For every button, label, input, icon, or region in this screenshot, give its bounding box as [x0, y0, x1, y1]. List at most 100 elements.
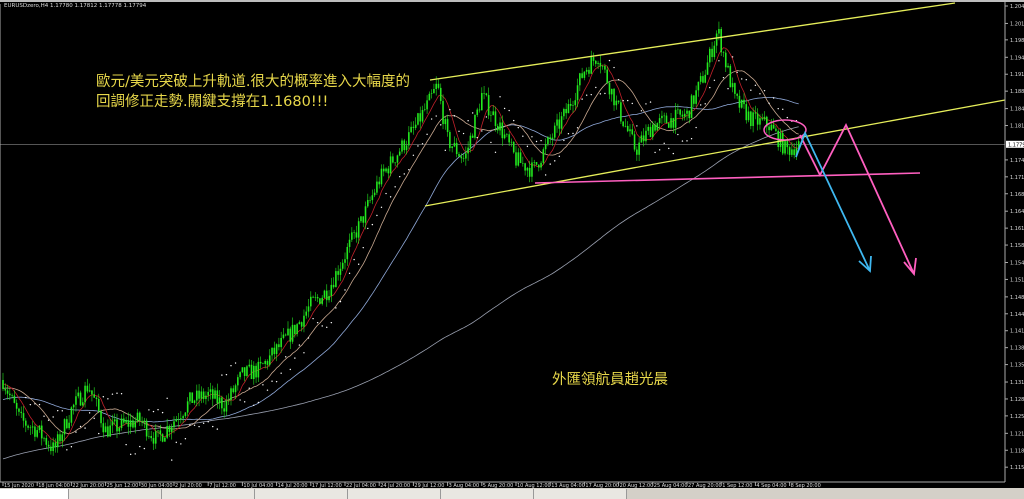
chart-tab[interactable] — [162, 489, 255, 499]
candle-body — [77, 392, 80, 397]
candle-body — [442, 100, 444, 125]
candle-body — [597, 62, 599, 64]
sar-dot — [654, 151, 656, 154]
sar-dot — [152, 410, 155, 413]
y-tick-label: 1.15830 — [1010, 243, 1024, 249]
chart-tab[interactable] — [348, 489, 441, 499]
price-chart[interactable]: 1.20490 1.20150 1.19830 1.19490 1.19160 1.188… — [0, 0, 1024, 488]
candle-body — [601, 65, 604, 67]
candle-body — [419, 113, 422, 122]
sar-dot — [202, 422, 205, 424]
sar-dot — [271, 380, 273, 382]
ma-long-line — [2, 126, 799, 460]
sar-dot — [736, 71, 738, 74]
sar-dot — [622, 100, 624, 102]
sar-dot — [111, 393, 114, 395]
candle-body — [278, 344, 280, 348]
chart-tabs — [0, 488, 1024, 499]
candle-body — [341, 262, 344, 269]
sar-dot — [34, 403, 36, 405]
candle-body — [161, 434, 164, 442]
y-tick-label: 1.16830 — [1010, 192, 1024, 198]
candle-body — [139, 412, 141, 421]
chart-tab[interactable] — [441, 489, 534, 499]
candle-body — [410, 126, 412, 133]
sar-dot — [257, 401, 260, 404]
candle-body — [34, 426, 36, 437]
candle-body — [387, 168, 390, 174]
sar-dot — [640, 110, 643, 112]
candle-body — [182, 416, 184, 419]
y-tick-label: 1.19160 — [1010, 72, 1024, 78]
candle-body — [175, 419, 178, 422]
sar-dot — [184, 438, 187, 440]
candle-body — [291, 324, 294, 342]
sar-dot — [467, 120, 469, 122]
candle-body — [61, 434, 64, 442]
candle-body — [490, 115, 492, 116]
x-tick-label: 8 Sep 20:00 — [791, 483, 821, 488]
candle-body — [396, 155, 399, 163]
lower-channel-line — [424, 99, 1006, 207]
y-tick-label: 1.12500 — [1010, 414, 1024, 420]
sar-dot — [581, 98, 583, 100]
candle-body — [542, 149, 545, 163]
candle-body — [43, 437, 45, 439]
candle-body — [398, 151, 401, 156]
sar-dot — [335, 307, 337, 309]
x-tick-label: 27 Aug 20:00 — [688, 483, 722, 488]
sar-dot — [554, 160, 556, 162]
sar-dot — [171, 459, 173, 461]
candle-body — [743, 99, 745, 105]
candle-body — [355, 232, 358, 238]
candle-body — [239, 372, 241, 378]
sar-dot — [102, 396, 105, 398]
sar-dot — [394, 186, 396, 188]
breakout-ellipse — [763, 119, 807, 141]
chart-tab[interactable] — [255, 489, 348, 499]
candle-body — [449, 132, 451, 148]
sar-dot — [376, 214, 378, 217]
sar-dot — [449, 108, 451, 111]
sar-dot — [754, 84, 757, 86]
candle-body — [401, 140, 403, 152]
y-tick-label: 1.14820 — [1010, 295, 1024, 301]
candle-body — [314, 297, 317, 298]
sar-dot — [417, 145, 419, 147]
candle-body — [526, 167, 529, 171]
chart-tab-active[interactable] — [0, 489, 69, 499]
candle-body — [184, 412, 187, 417]
watermark-text: 外匯領航員趙光晨 — [552, 372, 668, 388]
candle-body — [590, 57, 593, 74]
pink-arrowhead-icon — [903, 257, 917, 277]
chart-tab[interactable] — [69, 489, 162, 499]
sar-dot — [777, 107, 779, 110]
candle-body — [640, 135, 643, 143]
chart-tab[interactable] — [534, 489, 627, 499]
candle-body — [262, 363, 264, 365]
sar-dot — [326, 326, 328, 329]
candle-body — [538, 164, 540, 168]
sar-dot — [499, 96, 501, 98]
y-tick-label: 1.20490 — [1010, 4, 1024, 10]
candle-body — [373, 192, 376, 196]
sar-dot — [157, 409, 159, 411]
candle-body — [702, 76, 704, 83]
candle-body — [531, 162, 533, 177]
candle-body — [191, 392, 194, 403]
candle-body — [569, 104, 572, 106]
candle-body — [681, 114, 684, 117]
candle-body — [52, 442, 54, 452]
candle-body — [592, 57, 595, 61]
x-tick-label: 1 Sep 12:00 — [722, 483, 752, 488]
candle-body — [576, 85, 579, 101]
candle-body — [658, 118, 661, 124]
sar-dot — [294, 357, 296, 359]
candle-body — [756, 113, 759, 125]
candle-body — [47, 444, 50, 447]
candle-body — [417, 113, 419, 125]
candle-body — [134, 421, 137, 428]
candle-body — [688, 110, 691, 119]
candle-body — [581, 73, 583, 78]
candle-body — [761, 118, 764, 120]
